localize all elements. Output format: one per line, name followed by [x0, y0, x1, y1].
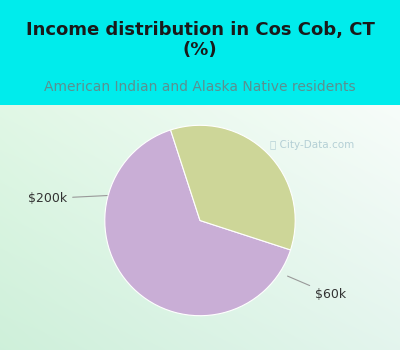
- Wedge shape: [105, 130, 290, 316]
- Text: American Indian and Alaska Native residents: American Indian and Alaska Native reside…: [44, 80, 356, 94]
- Wedge shape: [170, 125, 295, 250]
- Text: $200k: $200k: [28, 192, 115, 205]
- Text: $60k: $60k: [288, 276, 346, 301]
- Text: Income distribution in Cos Cob, CT
(%): Income distribution in Cos Cob, CT (%): [26, 21, 374, 60]
- Text: ⓘ City-Data.com: ⓘ City-Data.com: [270, 140, 354, 150]
